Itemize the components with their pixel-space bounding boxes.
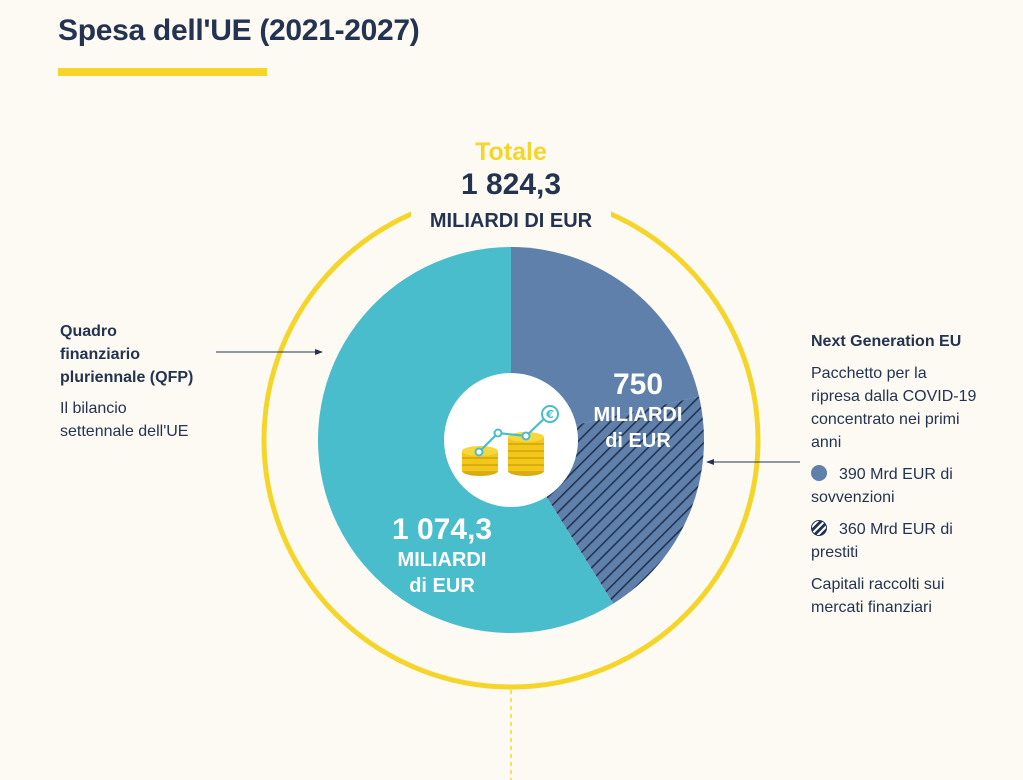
total-unit: MILIARDI DI EUR bbox=[429, 210, 593, 232]
qfp-desc-line2: settennale dell'UE bbox=[60, 423, 189, 440]
qfp-segment-unit-line1: MILIARDI bbox=[397, 549, 487, 571]
coin-stack-large bbox=[508, 432, 544, 476]
loans-line1: 360 Mrd EUR di bbox=[839, 521, 953, 538]
note-line2: mercati finanziari bbox=[811, 599, 932, 616]
ring-gap bbox=[411, 190, 611, 244]
total-block: Totale 1 824,3 MILIARDI DI EUR bbox=[411, 136, 611, 236]
note-line1: Capitali raccolti sui bbox=[811, 576, 945, 593]
grants-legend-item: 390 Mrd EUR di sovvenzioni bbox=[811, 463, 1011, 509]
ngeu-arrow bbox=[706, 459, 800, 465]
ngeu-annotation: Next Generation EU Pacchetto per la ripr… bbox=[811, 330, 1011, 619]
qfp-segment-value: 1 074,3 bbox=[391, 513, 493, 546]
grants-line2: sovvenzioni bbox=[811, 489, 895, 506]
ngeu-segment-unit-line2: di EUR bbox=[605, 430, 671, 452]
qfp-desc-line1: Il bilancio bbox=[60, 400, 127, 417]
qfp-segment-unit-line2: di EUR bbox=[409, 575, 475, 597]
coins-growth-euro-icon: € bbox=[462, 405, 559, 476]
svg-text:€: € bbox=[545, 408, 554, 421]
ngeu-segment-label: 750 MILIARDI di EUR bbox=[578, 368, 698, 454]
ngeu-desc-line3: concentrato nei primi bbox=[811, 411, 960, 428]
ngeu-title: Next Generation EU bbox=[811, 333, 962, 350]
ngeu-segment-unit-line1: MILIARDI bbox=[593, 404, 683, 426]
page-title: Spesa dell'UE (2021-2027) bbox=[58, 14, 420, 47]
qfp-segment-label: 1 074,3 MILIARDI di EUR bbox=[372, 513, 512, 599]
hatched-dot-icon bbox=[811, 520, 827, 536]
total-label: Totale bbox=[475, 138, 547, 166]
loans-line2: prestiti bbox=[811, 544, 859, 561]
ngeu-segment-value: 750 bbox=[612, 368, 664, 401]
pie-slice-ngeu-sovvenzioni bbox=[511, 247, 700, 440]
loans-legend-item: 360 Mrd EUR di prestiti bbox=[811, 518, 1011, 564]
ngeu-note: Capitali raccolti sui mercati finanziari bbox=[811, 573, 1011, 619]
qfp-arrow bbox=[216, 349, 323, 355]
ngeu-desc: Pacchetto per la ripresa dalla COVID-19 … bbox=[811, 362, 1011, 454]
ngeu-desc-line4: anni bbox=[811, 434, 842, 451]
title-underline bbox=[58, 68, 267, 76]
coin-stack-small bbox=[462, 446, 498, 476]
grants-line1: 390 Mrd EUR di bbox=[839, 466, 953, 483]
solid-dot-icon bbox=[811, 465, 827, 481]
ngeu-desc-line2: ripresa dalla COVID-19 bbox=[811, 388, 977, 405]
qfp-title-line2: finanziario bbox=[60, 346, 141, 363]
total-value: 1 824,3 bbox=[460, 168, 562, 201]
ngeu-desc-line1: Pacchetto per la bbox=[811, 365, 927, 382]
qfp-title-line3: pluriennale (QFP) bbox=[60, 369, 194, 386]
qfp-annotation: Quadro finanziario pluriennale (QFP) Il … bbox=[60, 320, 230, 443]
qfp-title-line1: Quadro bbox=[60, 323, 117, 340]
